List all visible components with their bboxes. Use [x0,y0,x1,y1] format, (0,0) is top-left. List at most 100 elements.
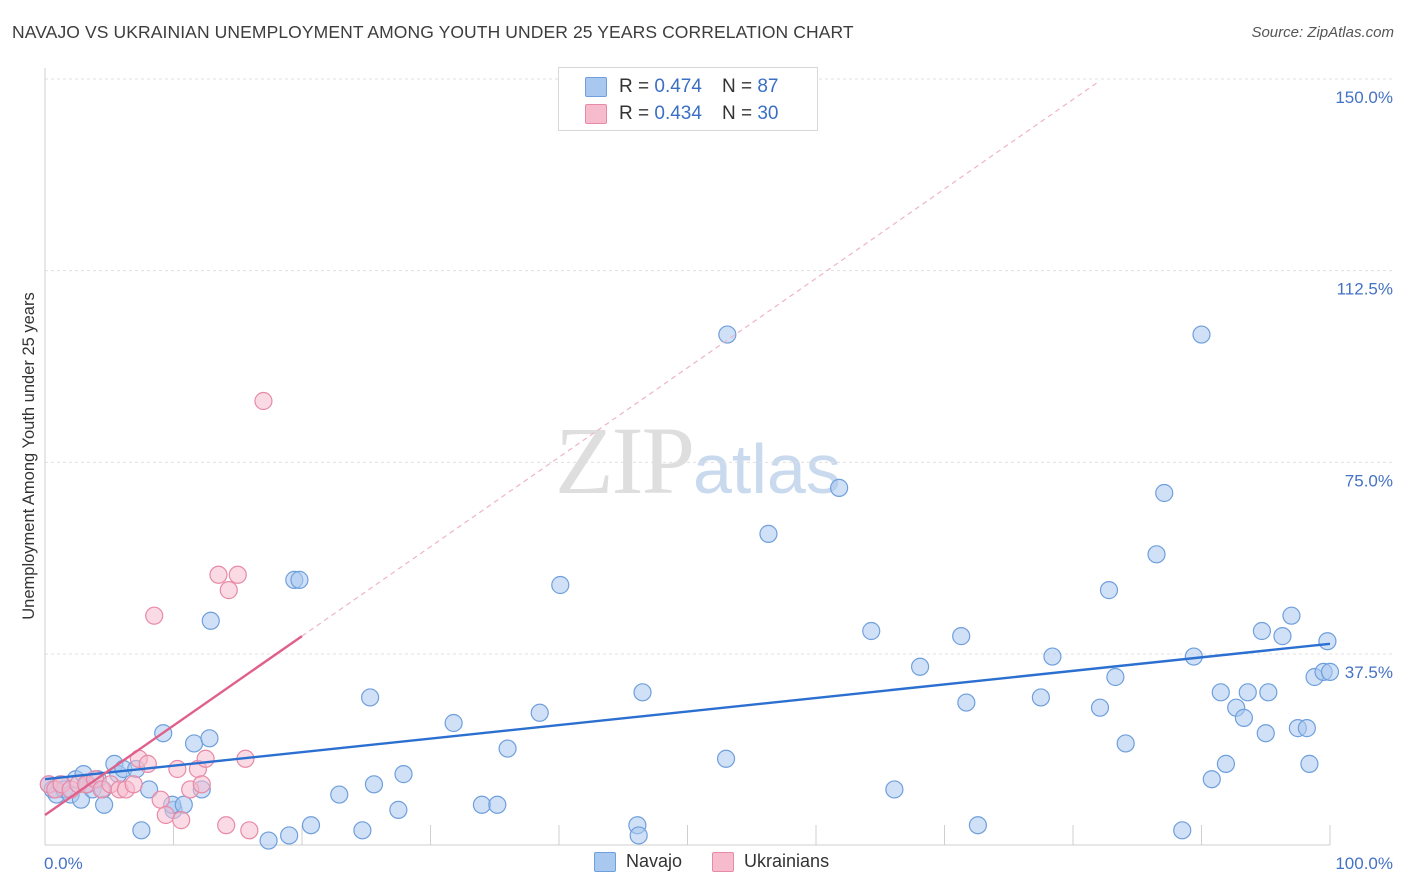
y-tick-label: 112.5% [1337,280,1393,299]
point-navajo [1116,734,1135,753]
point-navajo [301,816,321,835]
point-navajo [1106,667,1125,687]
point-navajo [968,816,988,835]
y-axis-title: Unemployment Among Youth under 25 years [20,292,38,619]
point-navajo [718,325,737,344]
legend-r-label: R = [619,103,650,124]
series-label-ukrainians: Ukrainians [744,851,830,871]
point-navajo [394,765,413,784]
legend-n-label: N = [721,76,753,97]
point-navajo [629,826,648,845]
series-legend-ukrainians[interactable]: Ukrainians [712,851,829,872]
legend-row-ukrainians: R = 0.434 N = 30 [585,102,778,126]
point-navajo [1320,662,1340,681]
point-navajo [1256,724,1275,743]
point-navajo [759,524,778,543]
legend-r-value: 0.474 [654,76,702,97]
series-swatch-navajo [594,851,616,872]
point-navajo [530,703,549,722]
point-ukrainians [156,805,175,825]
point-ukrainians [172,811,191,830]
point-navajo [389,800,408,819]
trendline-extension-ukrainians [301,81,1100,637]
series-legend-navajo[interactable]: Navajo [594,851,682,872]
y-tick-label: 150.0% [1335,88,1393,107]
point-ukrainians [192,775,211,794]
point-navajo [910,657,930,676]
point-navajo [716,749,736,768]
legend-r-label: R = [619,76,650,97]
point-navajo [1234,708,1254,727]
point-navajo [132,821,151,840]
point-navajo [498,739,517,758]
point-navajo [95,795,114,814]
point-navajo [885,780,904,799]
point-navajo [1259,683,1278,702]
point-navajo [184,734,204,753]
legend-swatch-ukrainians [585,104,607,124]
point-navajo [174,795,193,814]
point-navajo [1252,621,1271,641]
legend-row-navajo: R = 0.474 N = 87 [585,75,778,99]
point-navajo [1192,325,1211,344]
point-navajo [1202,770,1221,789]
point-ukrainians [168,759,187,779]
legend-r-value: 0.434 [654,103,702,124]
y-tick-label: 37.5% [1345,663,1393,682]
correlation-legend: R = 0.474 N = 87 R = 0.434 N = 30 [558,67,818,131]
point-navajo [1031,688,1050,707]
legend-n-value: 87 [757,76,779,97]
point-navajo [1273,627,1292,646]
point-navajo [1043,647,1062,666]
point-navajo [633,683,652,702]
point-navajo [1090,698,1110,717]
point-navajo [1099,581,1119,600]
point-navajo [957,693,976,712]
y-tick-label: 75.0% [1345,471,1393,490]
x-tick-label: 100.0% [1335,854,1393,873]
point-navajo [952,627,971,646]
legend-n-label: N = [721,103,753,124]
point-navajo [353,821,372,840]
point-navajo [551,575,570,595]
legend-n-value: 30 [757,103,779,124]
point-navajo [830,478,849,497]
point-ukrainians [124,775,143,794]
legend-swatch-navajo [585,77,607,97]
x-tick-label: 0.0% [44,854,83,873]
series-swatch-ukrainians [712,851,735,872]
point-navajo [330,785,349,804]
watermark-zip: ZIP [555,407,695,514]
source-label: Source: ZipAtlas.com [1251,24,1394,41]
point-ukrainians [145,606,164,625]
point-navajo [1300,754,1319,773]
point-navajo [1216,754,1236,773]
point-navajo [200,729,219,748]
trendline-ukrainians [44,635,303,816]
point-navajo [361,688,380,707]
point-ukrainians [228,565,247,584]
point-navajo [1173,821,1192,840]
point-navajo [1297,719,1316,738]
point-ukrainians [240,821,259,840]
point-ukrainians [196,749,215,768]
point-navajo [280,826,299,845]
point-navajo [1155,483,1174,503]
trendline-navajo [44,642,1331,781]
point-navajo [444,713,463,733]
point-ukrainians [219,581,238,600]
point-navajo [364,775,384,794]
point-ukrainians [254,391,273,411]
watermark: ZIPatlas [555,405,841,516]
watermark-atlas: atlas [693,430,841,508]
point-ukrainians [217,816,236,835]
point-navajo [201,611,220,630]
series-legend: Navajo Ukrainians [594,851,859,872]
point-navajo [1238,683,1257,702]
point-navajo [862,621,881,641]
point-ukrainians [209,565,228,584]
point-navajo [1211,683,1230,702]
point-ukrainians [151,790,170,809]
chart-title: NAVAJO VS UKRAINIAN UNEMPLOYMENT AMONG Y… [12,22,854,42]
